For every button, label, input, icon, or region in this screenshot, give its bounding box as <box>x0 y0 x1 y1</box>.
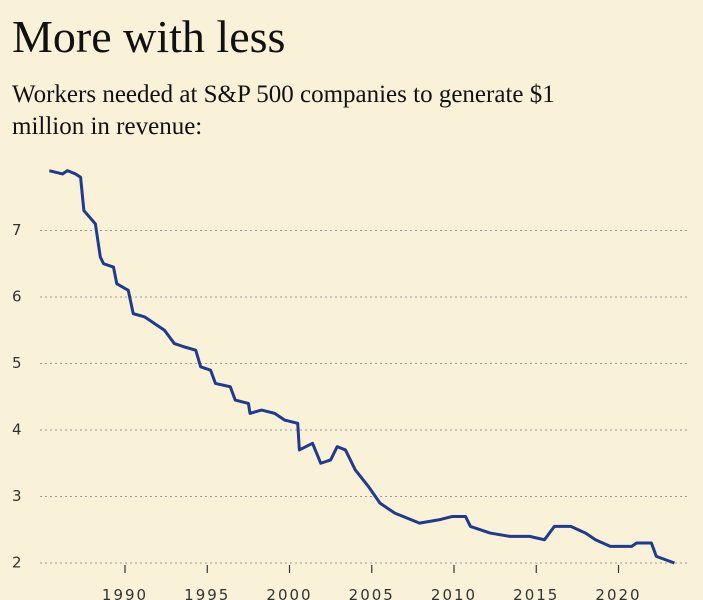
y-tick-label: 5 <box>12 354 22 372</box>
x-tick-label: 2005 <box>349 586 395 600</box>
chart-subtitle: million in revenue: <box>12 113 202 140</box>
data-line <box>48 169 675 565</box>
x-tick-label: 2015 <box>513 586 559 600</box>
y-tick-label: 7 <box>12 221 22 239</box>
x-tick-label: 2020 <box>595 586 641 600</box>
y-tick-label: 6 <box>12 288 22 306</box>
x-tick-label: 1995 <box>184 586 230 600</box>
x-tick-label: 2010 <box>431 586 477 600</box>
x-tick-label: 1990 <box>102 586 148 600</box>
y-tick-label: 3 <box>12 487 22 505</box>
y-tick-label: 4 <box>12 421 22 439</box>
chart-subtitle: Workers needed at S&P 500 companies to g… <box>12 81 555 108</box>
y-tick-label: 2 <box>12 554 22 572</box>
x-tick-label: 2000 <box>266 586 312 600</box>
chart-title: More with less <box>12 11 285 62</box>
